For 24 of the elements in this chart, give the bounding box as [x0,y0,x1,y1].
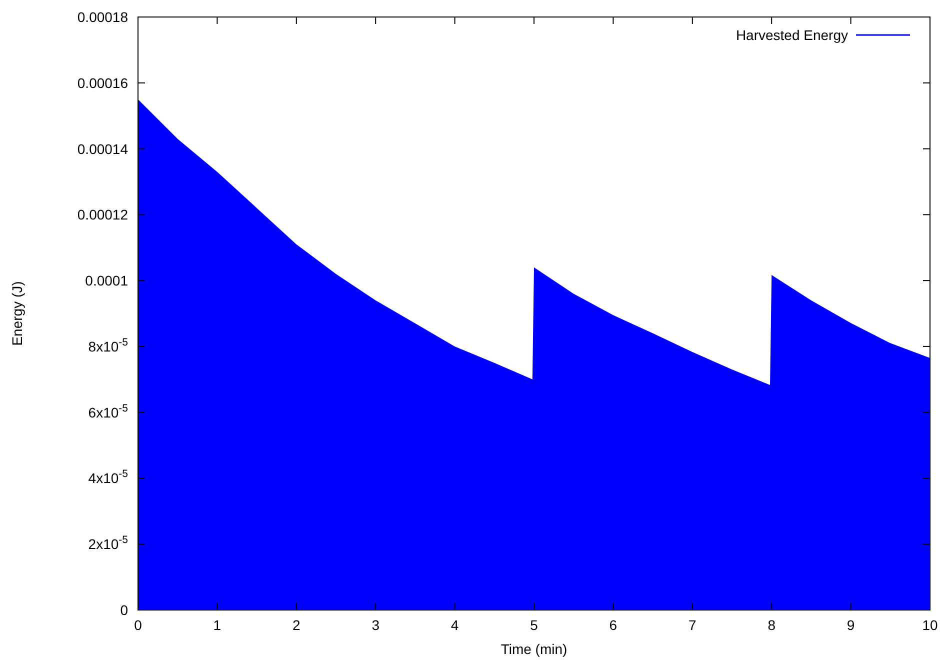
x-tick-label: 6 [609,617,618,633]
y-axis-title: Energy (J) [9,281,25,346]
y-tick-label: 8x10$^{-5}$ [88,336,128,354]
y-tick-label: 0.00012 [77,206,128,223]
y-tick-label: 0.00016 [77,74,128,91]
y-tick-label: 0.00014 [77,140,128,157]
x-axis-title: Time (min) [500,641,568,657]
x-tick-label: 9 [846,617,855,633]
x-tick-label: 10 [922,617,938,633]
x-tick-label: 5 [530,617,538,633]
y-tick-label: 2x10$^{-5}$ [88,534,128,552]
x-tick-label: 4 [450,617,459,633]
x-tick-label: 8 [768,617,776,633]
x-tick-label: 3 [372,617,380,633]
x-tick-label: 0 [134,617,142,633]
legend-label: Harvested Energy [736,27,848,43]
y-tick-label: 6x10$^{-5}$ [88,402,128,420]
x-tick-label: 7 [688,617,696,633]
y-tick-label: 0.0001 [85,272,128,289]
x-tick-label: 1 [213,617,222,633]
y-tick-label: 0.00018 [77,9,128,25]
y-tick-label: 4x10$^{-5}$ [88,468,128,486]
x-tick-label: 2 [292,617,300,633]
y-tick-label: 0 [120,602,128,618]
